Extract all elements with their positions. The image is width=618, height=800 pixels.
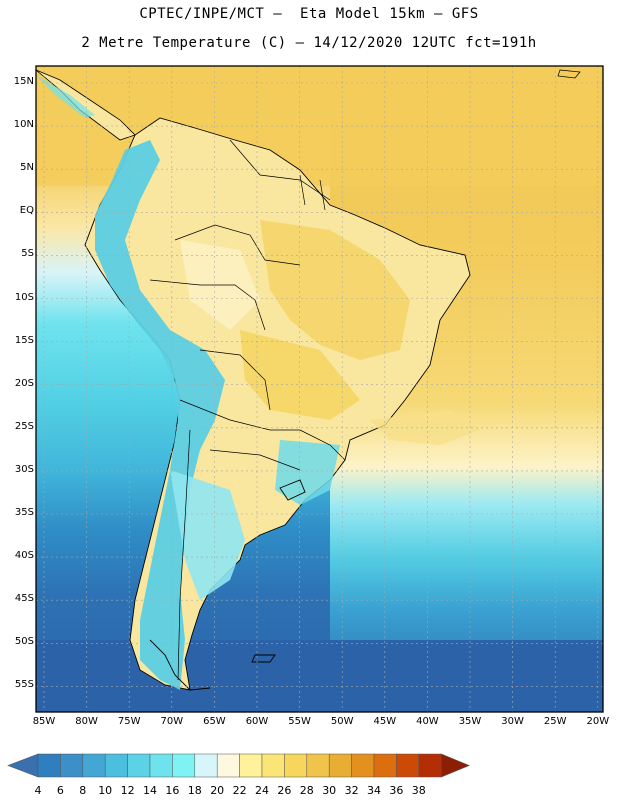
colorbar-max-arrow [440, 753, 470, 778]
lon-label: 30W [501, 716, 524, 727]
lat-label: 15S [14, 334, 34, 346]
colorbar-tick-label: 24 [255, 784, 269, 797]
colorbar-tick-label: 34 [367, 784, 381, 797]
lon-label: 80W [75, 716, 98, 727]
lat-label: 40S [14, 550, 34, 562]
colorbar-swatch [239, 753, 263, 778]
lat-label: 45S [14, 593, 34, 605]
colorbar-tick-label: 36 [389, 784, 404, 797]
lat-label: 5N [20, 162, 34, 174]
lat-label: EQ [19, 205, 34, 217]
lon-label: 45W [373, 716, 397, 727]
colorbar-swatch [261, 753, 285, 778]
lat-label: 10N [13, 119, 34, 131]
lon-label: 60W [245, 716, 269, 727]
colorbar-tick-label: 26 [277, 784, 292, 797]
colorbar-swatch [60, 753, 84, 778]
colorbar-tick-label: 14 [143, 784, 157, 797]
lat-label: 50S [14, 636, 34, 648]
lon-label: 85W [32, 716, 56, 727]
colorbar-tick-label: 18 [187, 784, 202, 797]
colorbar-tick-label: 28 [299, 784, 314, 797]
andes-cold-band [95, 140, 225, 690]
colorbar-swatch [351, 753, 375, 778]
colorbar-swatch [149, 753, 173, 778]
colorbar-tick-label: 4 [34, 784, 42, 797]
colorbar-swatch [418, 753, 442, 778]
colorbar-tick-label: 30 [322, 784, 337, 797]
lat-label: 25S [14, 420, 34, 432]
lat-label: 20S [14, 377, 34, 389]
colorbar-tick-label: 32 [344, 784, 359, 797]
colorbar-swatch [328, 753, 352, 778]
colorbar-swatch [37, 753, 61, 778]
lon-label: 55W [288, 716, 311, 727]
lon-label: 50W [330, 716, 354, 727]
lat-label: 15N [13, 76, 34, 87]
colorbar-min-arrow [7, 753, 39, 778]
lon-label: 35W [458, 716, 482, 727]
lon-label: 20W [586, 716, 610, 727]
colorbar-tick-label: 38 [411, 784, 426, 797]
colorbar-swatch [82, 753, 106, 778]
lon-label: 65W [203, 716, 226, 727]
map-subtitle: 2 Metre Temperature (C) – 14/12/2020 12U… [81, 35, 537, 51]
lat-label: 35S [14, 507, 34, 518]
colorbar-swatch [194, 753, 218, 778]
temperature-field [36, 66, 603, 712]
colorbar [7, 753, 470, 778]
lat-label: 5S [21, 248, 34, 260]
colorbar-tick-label: 20 [210, 784, 225, 797]
colorbar-swatch [104, 753, 128, 778]
lat-label: 10S [14, 291, 34, 303]
colorbar-swatch [396, 753, 420, 778]
lon-label: 25W [543, 716, 567, 727]
colorbar-swatch [172, 753, 196, 778]
colorbar-swatch [284, 753, 308, 778]
colorbar-swatch [306, 753, 330, 778]
lat-label: 30S [14, 463, 34, 475]
colorbar-tick-label: 10 [98, 784, 113, 797]
map-title: CPTEC/INPE/MCT – Eta Model 15km – GFS [139, 6, 479, 22]
colorbar-tick-label: 22 [232, 784, 247, 797]
colorbar-swatch [127, 753, 151, 778]
colorbar-swatch [373, 753, 397, 778]
colorbar-tick-label: 6 [56, 784, 64, 797]
colorbar-tick-label: 12 [120, 784, 135, 797]
lat-label: 55S [14, 679, 34, 691]
colorbar-tick-label: 16 [165, 784, 180, 797]
map-frame [35, 65, 604, 713]
colorbar-tick-label: 8 [79, 784, 87, 797]
lon-label: 40W [416, 716, 439, 727]
lon-label: 75W [117, 716, 141, 727]
colorbar-swatch [216, 753, 240, 778]
lon-label: 70W [160, 716, 184, 727]
